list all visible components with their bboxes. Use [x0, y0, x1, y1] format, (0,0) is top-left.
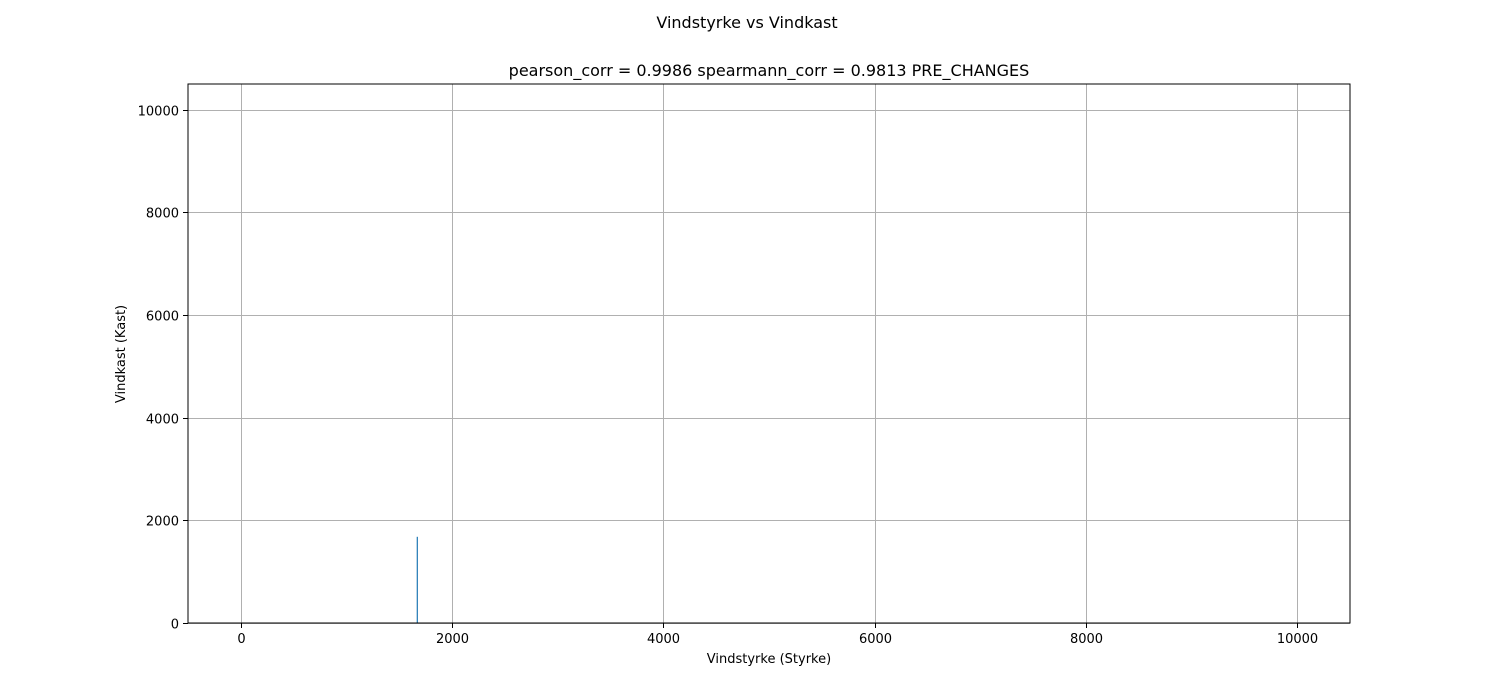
y-tick-label-2: 4000 [146, 413, 179, 428]
grid-layer [188, 84, 1350, 624]
bar-0 [416, 536, 418, 623]
x-tick-label-4: 8000 [1070, 632, 1103, 647]
y-tick-label-5: 10000 [138, 105, 179, 120]
chart-title: pearson_corr = 0.9986 spearmann_corr = 0… [509, 61, 1030, 81]
y-tick-label-0: 0 [171, 618, 179, 633]
x-tick-label-3: 6000 [859, 632, 892, 647]
ticks-layer: 0 2000 4000 6000 8000 10000 0 2000 4000 6000 8000 1… [138, 105, 1319, 648]
x-tick-label-0: 0 [237, 632, 245, 647]
x-axis-label: Vindstyrke (Styrke) [707, 652, 831, 667]
plot-frame [187, 83, 1351, 624]
y-tick-label-3: 6000 [146, 310, 179, 325]
x-tick-label-1: 2000 [436, 632, 469, 647]
y-tick-label-4: 8000 [146, 207, 179, 222]
x-tick-label-5: 10000 [1277, 632, 1318, 647]
figure-suptitle: Vindstyrke vs Vindkast [656, 13, 837, 32]
x-tick-label-2: 4000 [647, 632, 680, 647]
y-axis-label: Vindkast (Kast) [114, 305, 129, 403]
bars-layer [416, 536, 418, 623]
y-tick-label-1: 2000 [146, 515, 179, 530]
